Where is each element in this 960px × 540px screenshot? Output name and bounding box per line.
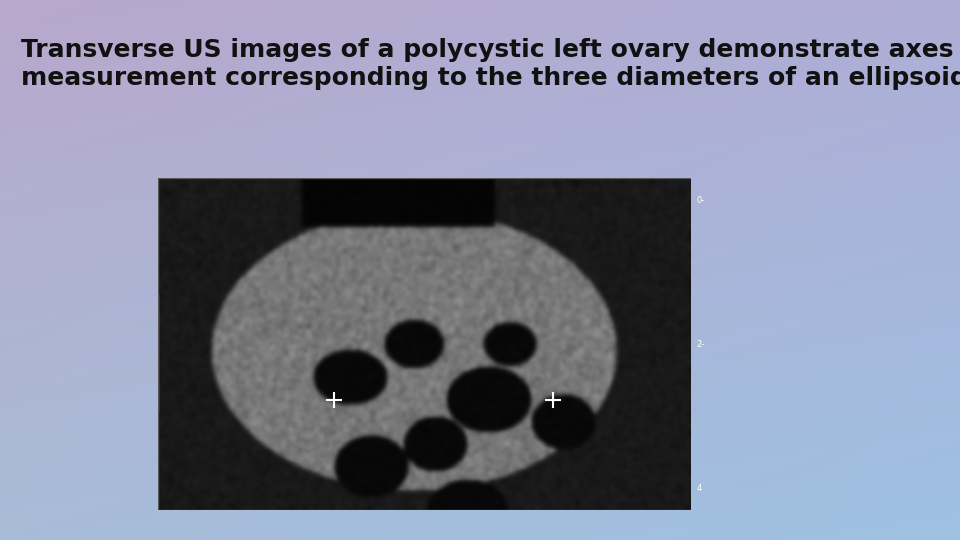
Text: 2-: 2- (697, 340, 705, 349)
Bar (142, 294, 158, 410)
Text: 4: 4 (697, 484, 702, 492)
Text: 0-: 0- (697, 196, 705, 205)
Text: Transverse US images of a polycystic left ovary demonstrate axes of
measurement : Transverse US images of a polycystic lef… (21, 38, 960, 90)
